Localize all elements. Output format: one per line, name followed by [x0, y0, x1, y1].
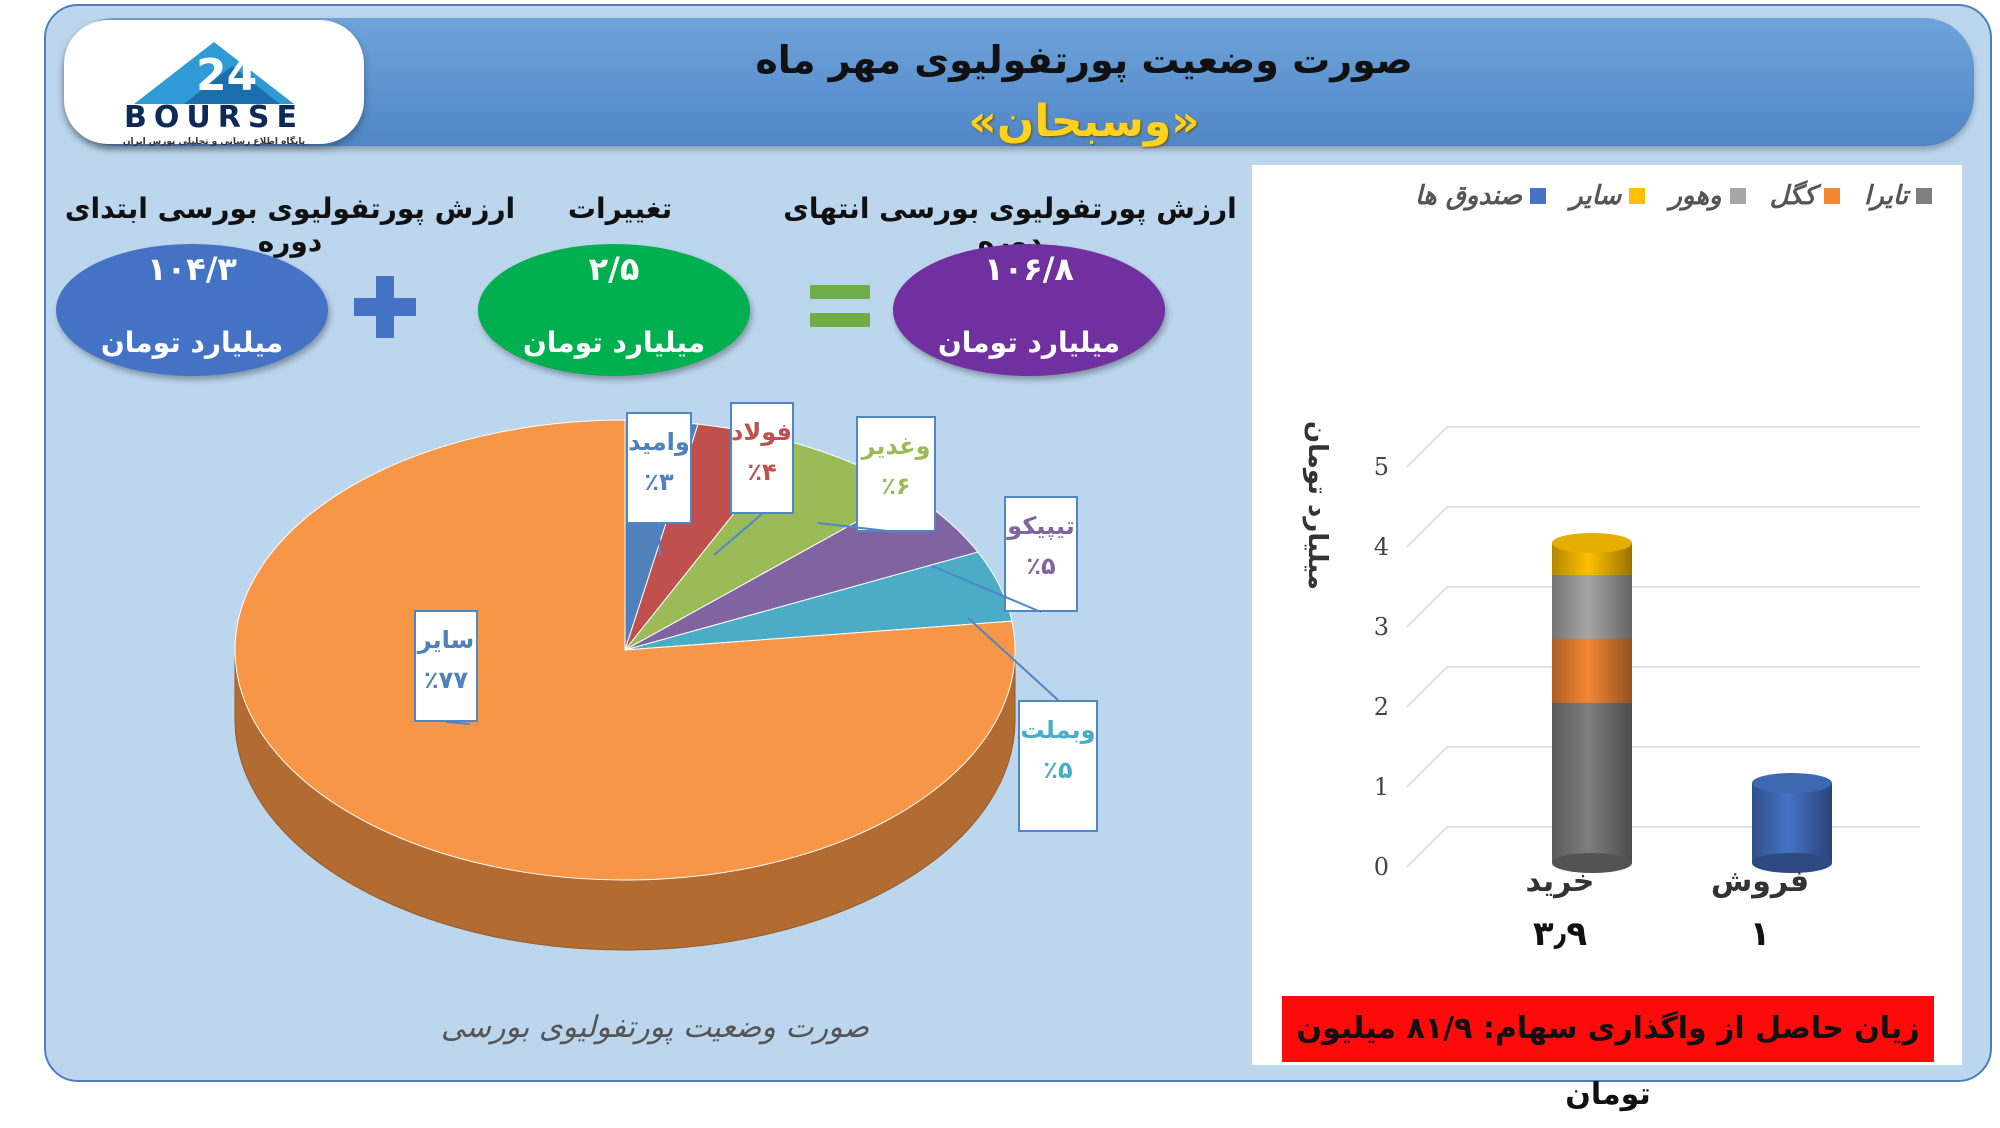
- pie-label-name: تیپیکو: [1007, 512, 1075, 540]
- pie-label-percent: ٪۶: [881, 472, 911, 500]
- bar-cap: [1552, 533, 1632, 553]
- pie-label-4: وبملت ٪۵: [1018, 700, 1098, 832]
- plus-icon: [354, 276, 416, 338]
- bar-cap: [1752, 773, 1832, 793]
- gridline-side: [1406, 666, 1448, 708]
- bourse-logo: 24 BOURSE پایگاه اطلاع رسانی و تحلیلی بو…: [64, 20, 364, 147]
- trade-bar-chart: 0 1 2 3 4 5: [1374, 426, 1920, 881]
- pie-label-0: وامید ٪۳: [626, 412, 692, 524]
- start-value: ۱۰۴/۳: [147, 250, 237, 288]
- bar-segment-خرید-تایرا: [1552, 703, 1632, 863]
- svg-text:24: 24: [196, 50, 257, 101]
- logo-tagline: پایگاه اطلاع رسانی و تحلیلی بورس ایران: [122, 137, 306, 147]
- bar-base: [1552, 853, 1632, 873]
- legend-swatch: [1824, 188, 1841, 204]
- legend-swatch: [1916, 188, 1932, 204]
- change-value: ۲/۵: [588, 250, 640, 288]
- bar-segment-فروش-صندوق ها: [1752, 783, 1832, 863]
- pie-label-name: سایر: [417, 626, 475, 654]
- legend-label: کگل: [1769, 181, 1817, 211]
- change-oval: ۲/۵ میلیارد تومان: [478, 244, 750, 376]
- legend-swatch: [1629, 188, 1646, 204]
- y-tick-label: 2: [1374, 693, 1389, 721]
- pie-label-name: فولاد: [731, 418, 792, 446]
- category-sell-label: فروش: [1710, 864, 1810, 899]
- legend-item: وهور: [1669, 181, 1746, 211]
- logo-mountain-icon: 24: [134, 42, 294, 104]
- category-buy-total: ۳٫۹: [1532, 914, 1588, 954]
- gridline-side: [1406, 826, 1448, 868]
- page-title: صورت وضعیت پورتفولیوی مهر ماه: [755, 38, 1413, 82]
- pie-label-name: وغدیر: [861, 432, 931, 460]
- gridline-side: [1406, 506, 1448, 548]
- legend-label: تایرا: [1864, 181, 1908, 211]
- pie-label-1: فولاد ٪۴: [730, 402, 794, 514]
- bar-base: [1752, 853, 1832, 873]
- trade-chart-panel: صندوق ها سایر وهور کگل تایرا 0 1 2 3 4 5: [1252, 165, 1962, 1065]
- end-value: ۱۰۶/۸: [984, 250, 1074, 288]
- bar-segment-خرید-کگل: [1552, 639, 1632, 703]
- pie-label-2: وغدیر ٪۶: [856, 416, 936, 532]
- pie-label-percent: ٪۵: [1043, 756, 1073, 784]
- y-tick-label: 0: [1374, 853, 1389, 881]
- fund-name: «وسبحان»: [968, 96, 1200, 147]
- pie-label-percent: ٪۷۷: [424, 666, 468, 694]
- pie-label-5: سایر ٪۷۷: [414, 610, 478, 722]
- gridline-side: [1406, 426, 1448, 468]
- legend-label: سایر: [1570, 181, 1622, 211]
- logo-wordmark: BOURSE: [124, 100, 304, 135]
- y-tick-label: 1: [1374, 773, 1389, 801]
- change-unit: میلیارد تومان: [522, 326, 706, 359]
- start-unit: میلیارد تومان: [100, 326, 284, 359]
- change-title: تغییرات: [567, 192, 673, 225]
- end-value-oval: ۱۰۶/۸ میلیارد تومان: [893, 244, 1165, 376]
- legend-label: وهور: [1669, 181, 1722, 211]
- start-value-title: ارزش پورتفولیوی بورسی ابتدای دوره: [64, 192, 516, 258]
- pie-label-percent: ٪۳: [644, 468, 674, 496]
- gridline-side: [1406, 746, 1448, 788]
- pie-caption: صورت وضعیت پورتفولیوی بورسی: [440, 1010, 870, 1045]
- pie-label-3: تیپیکو ٪۵: [1004, 496, 1078, 612]
- legend-swatch: [1530, 188, 1547, 204]
- pie-label-name: وبملت: [1020, 716, 1096, 744]
- legend-item: کگل: [1769, 181, 1841, 211]
- category-sell-total: ۱: [1749, 914, 1771, 954]
- pie-label-percent: ٪۴: [747, 458, 777, 486]
- bar-legend: صندوق ها سایر وهور کگل تایرا: [1415, 181, 1932, 211]
- y-tick-label: 5: [1374, 453, 1389, 481]
- gridline-side: [1406, 586, 1448, 628]
- legend-item: سایر: [1570, 181, 1646, 211]
- header-banner: صورت وضعیت پورتفولیوی مهر ماه «وسبحان»: [64, 18, 1974, 147]
- y-tick-label: 3: [1374, 613, 1389, 641]
- legend-item: صندوق ها: [1415, 181, 1547, 211]
- category-buy-label: خرید: [1525, 864, 1595, 899]
- end-unit: میلیارد تومان: [937, 326, 1121, 359]
- equals-icon: [810, 285, 870, 327]
- loss-banner: زیان حاصل از واگذاری سهام: ۸۱/۹ میلیون ت…: [1282, 996, 1934, 1112]
- pie-label-name: وامید: [628, 428, 690, 456]
- legend-item: تایرا: [1864, 181, 1932, 211]
- y-tick-label: 4: [1374, 533, 1389, 561]
- legend-label: صندوق ها: [1415, 181, 1523, 211]
- legend-swatch: [1729, 188, 1746, 204]
- pie-slice-5: [234, 419, 1016, 881]
- y-axis-label: میلیارد تومان: [1302, 420, 1332, 590]
- pie-label-percent: ٪۵: [1026, 552, 1056, 580]
- bar-segment-خرید-وهور: [1552, 575, 1632, 639]
- start-value-oval: ۱۰۴/۳ میلیارد تومان: [56, 244, 328, 376]
